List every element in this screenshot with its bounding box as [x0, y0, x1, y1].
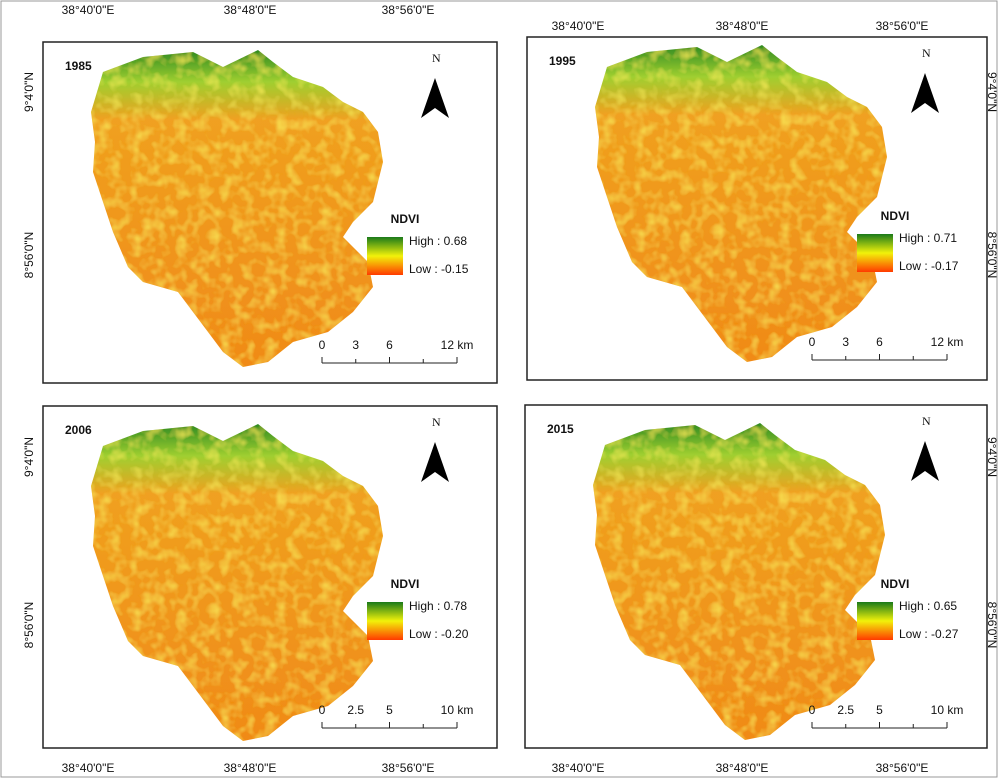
scale-label: 3 [842, 335, 849, 349]
longitude-label: 38°40'0"E [552, 19, 605, 33]
legend-high: High : 0.68 [409, 234, 467, 248]
longitude-label: 38°56'0"E [382, 761, 435, 775]
study-area [595, 45, 887, 362]
map-panel: 2006 N NDVI High : 0.78 Low : -0.20 0 2.5 5 10 k… [42, 405, 498, 749]
scale-label: 3 [352, 338, 359, 352]
longitude-label: 38°40'0"E [62, 761, 115, 775]
scale-label: 0 [319, 338, 326, 352]
longitude-label: 38°56'0"E [876, 19, 929, 33]
latitude-label: 9°4'0"N [985, 437, 998, 477]
scale-label: 10 km [931, 703, 964, 717]
longitude-label: 38°40'0"E [552, 761, 605, 775]
legend-high: High : 0.65 [899, 599, 957, 613]
legend-high: High : 0.71 [899, 231, 957, 245]
latitude-label: 9°4'0"N [22, 437, 36, 477]
study-area [593, 423, 885, 740]
legend-title: NDVI [881, 577, 910, 591]
scale-bar [321, 722, 458, 729]
scale-label: 12 km [441, 338, 474, 352]
scale-label: 6 [386, 338, 393, 352]
scale-label: 0 [809, 703, 816, 717]
north-arrow [421, 78, 449, 118]
scale-label: 0 [319, 703, 326, 717]
scale-label: 6 [876, 335, 883, 349]
north-arrow [911, 441, 939, 481]
legend-title: NDVI [881, 209, 910, 223]
map-panel: 1985 N NDVI High : 0.68 Low : -0.15 0 3 6 12 km [42, 41, 498, 384]
legend-low: Low : -0.17 [899, 259, 959, 273]
north-label: N [432, 415, 441, 429]
study-area [91, 424, 383, 741]
scale-label: 0 [809, 335, 816, 349]
longitude-label: 38°40'0"E [62, 3, 115, 17]
latitude-label: 8°56'0"N [985, 232, 998, 279]
longitude-label: 38°48'0"E [224, 3, 277, 17]
longitude-label: 38°56'0"E [382, 3, 435, 17]
latitude-label: 9°4'0"N [22, 72, 36, 112]
map-panel: 2015 N NDVI High : 0.65 Low : -0.27 0 2.5 5 10 k… [524, 404, 988, 749]
legend-ramp [367, 602, 403, 640]
longitude-label: 38°48'0"E [224, 761, 277, 775]
legend-low: Low : -0.20 [409, 627, 469, 641]
legend-ramp [367, 237, 403, 275]
latitude-label: 8°56'0"N [985, 602, 998, 649]
longitude-label: 38°48'0"E [716, 761, 769, 775]
scale-bar [321, 357, 458, 364]
latitude-label: 9°4'0"N [985, 72, 998, 112]
longitude-label: 38°56'0"E [876, 761, 929, 775]
scale-bar [811, 354, 948, 361]
scale-label: 2.5 [837, 703, 854, 717]
scale-label: 2.5 [347, 703, 364, 717]
legend-low: Low : -0.15 [409, 262, 469, 276]
scale-label: 5 [876, 703, 883, 717]
year-label: 2006 [65, 423, 92, 437]
study-area [91, 50, 383, 367]
scale-label: 10 km [441, 703, 474, 717]
year-label: 1995 [549, 54, 576, 68]
legend-title: NDVI [391, 577, 420, 591]
legend-ramp [857, 602, 893, 640]
legend-ramp [857, 234, 893, 272]
year-label: 1985 [65, 59, 92, 73]
north-label: N [432, 51, 441, 65]
longitude-label: 38°48'0"E [716, 19, 769, 33]
legend-low: Low : -0.27 [899, 627, 959, 641]
scale-label: 12 km [931, 335, 964, 349]
scale-bar [811, 722, 948, 729]
north-label: N [922, 414, 931, 428]
latitude-label: 8°56'0"N [22, 232, 36, 279]
north-label: N [922, 46, 931, 60]
north-arrow [911, 73, 939, 113]
north-arrow [421, 442, 449, 482]
legend-high: High : 0.78 [409, 599, 467, 613]
latitude-label: 8°56'0"N [22, 602, 36, 649]
scale-label: 5 [386, 703, 393, 717]
legend-title: NDVI [391, 212, 420, 226]
year-label: 2015 [547, 422, 574, 436]
map-panel: 1995 N NDVI High : 0.71 Low : -0.17 0 3 6 12 km [526, 36, 988, 381]
